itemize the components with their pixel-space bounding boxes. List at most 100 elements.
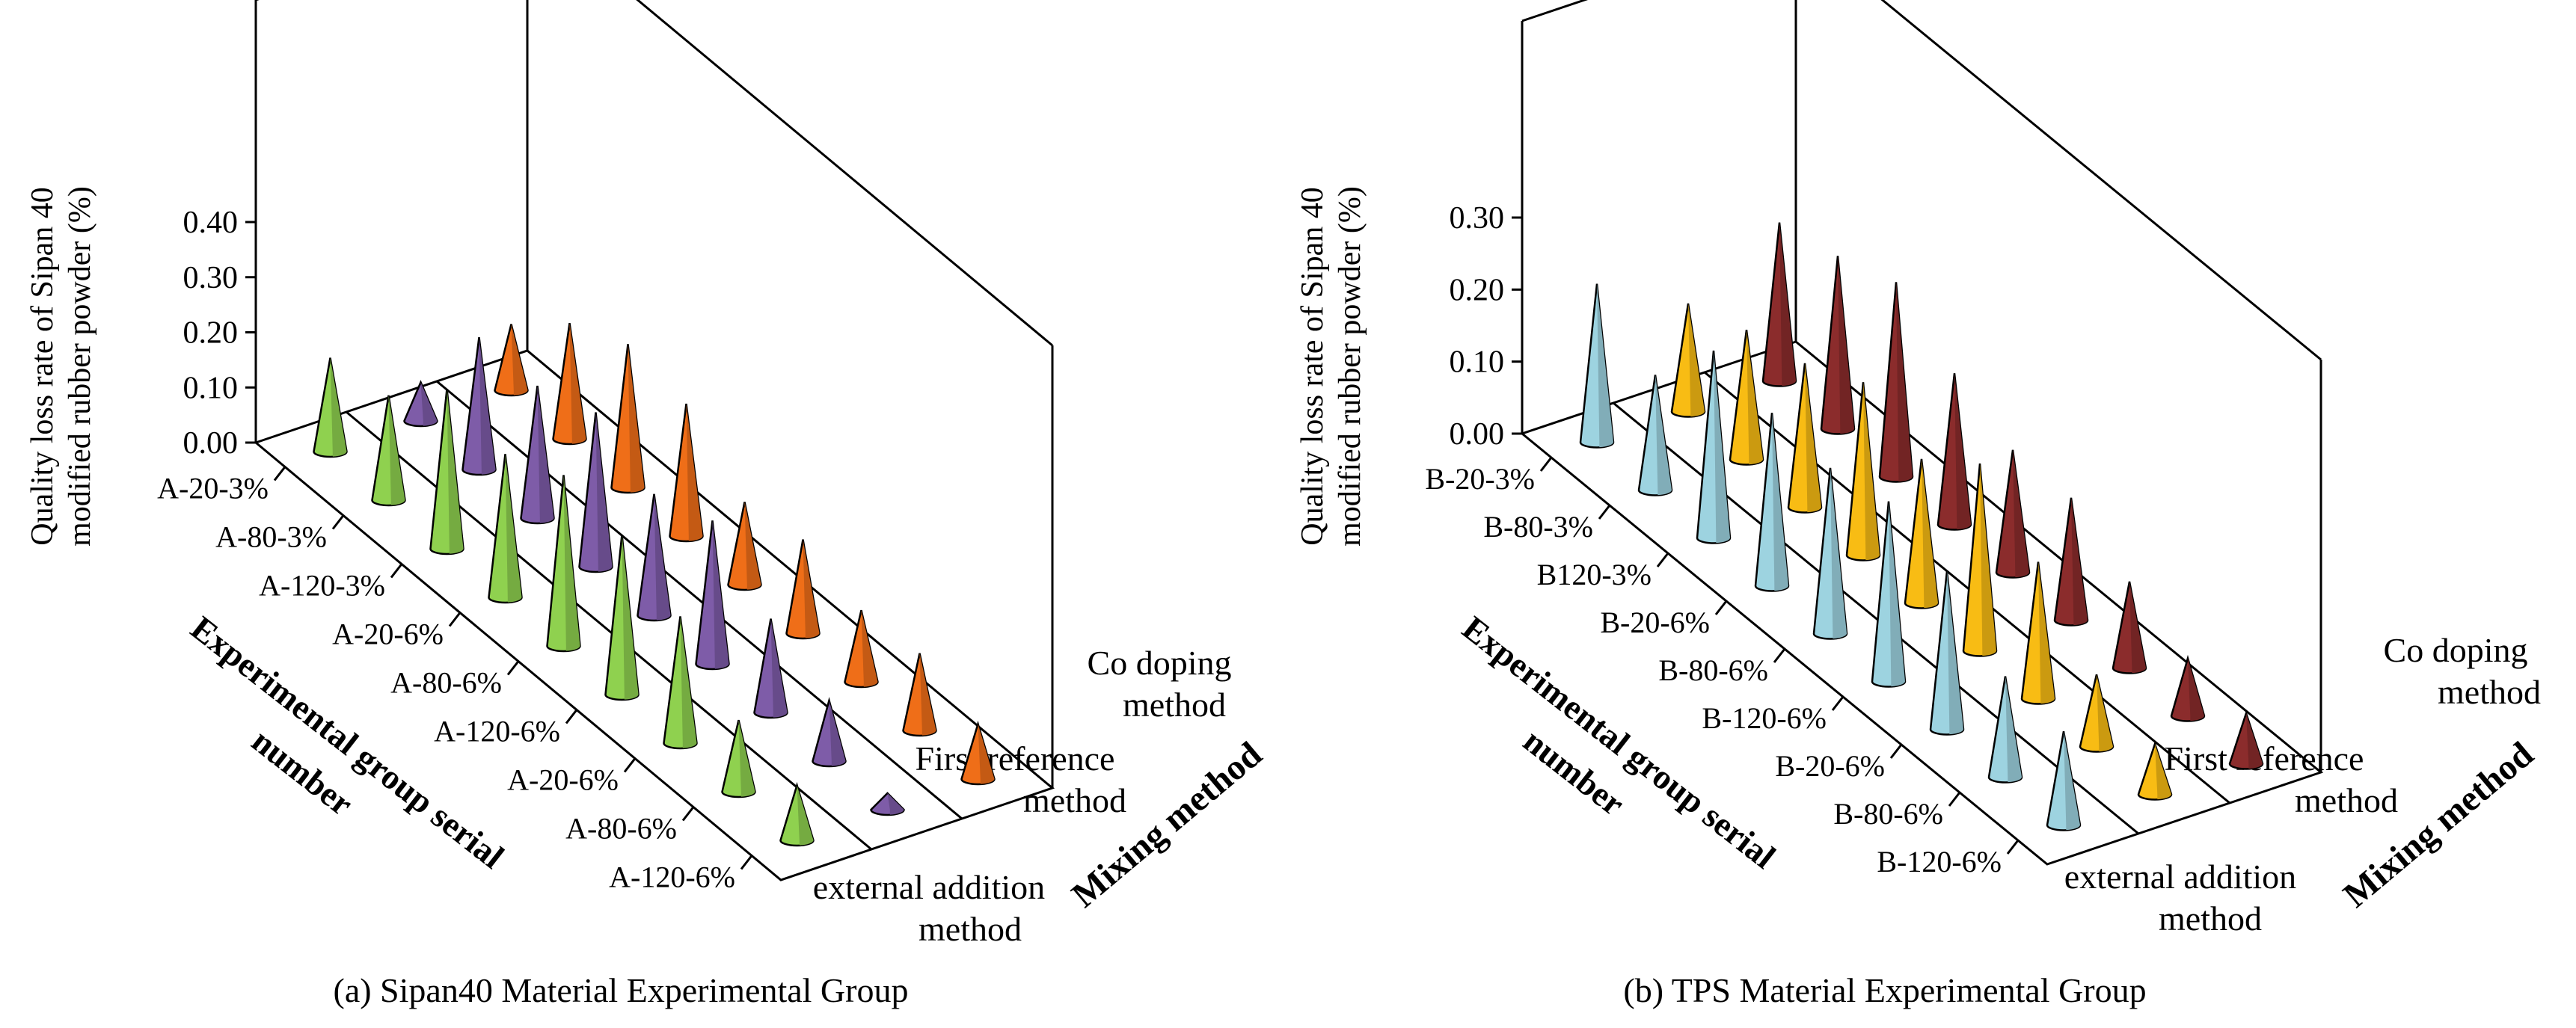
x-tick [273,466,286,481]
cone-mark [721,719,756,798]
series-label-line2: method [2295,781,2398,819]
cone-shade [887,792,904,815]
cone-shade [744,502,761,590]
cone-shade [1896,282,1913,482]
cone-mark [960,720,996,786]
category-label: A-80-3% [215,520,327,554]
category-label: A-120-6% [609,861,735,894]
cone-mark [429,388,464,555]
cone-shade [2129,581,2146,674]
series-label-line1: external addition [813,868,1045,906]
x-tick [1714,600,1728,615]
series-label-line2: method [1123,686,1226,724]
floor-row-divider [436,380,963,820]
cone-mark [1754,413,1790,592]
cone-mark [604,534,640,701]
cone-shade [861,610,878,687]
category-label: B-120-6% [1702,701,1827,735]
cone-shade [563,475,580,651]
z-tick-label: 0.20 [183,316,239,351]
cone-mark [1929,570,1965,736]
box-top-back-edges [256,0,1053,347]
cone-shade [2071,497,2088,626]
cone-shade [738,720,755,797]
cone-shade [712,520,729,669]
floor-row-divider [1704,371,2230,804]
cone-shade [2038,561,2055,704]
series-label-line2: method [1023,781,1126,819]
cone-shade [1889,501,1905,687]
cone-shade [978,724,995,784]
cone-shade [1830,467,1847,639]
cone-shade [1805,363,1821,513]
cone-shade [2013,449,2029,578]
box-top-back-edges [1521,0,2322,361]
x-tick [2006,840,2020,855]
cone-shade [1947,570,1963,735]
cone-shade [1747,330,1763,465]
x-tick [740,855,753,870]
category-label: A-80-6% [565,812,677,846]
cone-mark [1962,463,1998,657]
cone-shade [1980,464,1996,656]
cone-mark [2137,741,2173,801]
x-tick [390,563,403,579]
cone-mark [669,403,704,543]
cone-shade [537,386,554,523]
cone-shade [1779,222,1796,387]
cone-shade [569,323,586,444]
category-label: B-20-3% [1425,462,1535,496]
cone-shade [1954,373,1971,530]
cone-shade [803,539,820,638]
cone-mark [488,454,523,604]
cone-shade [447,389,464,554]
cone-mark [1995,449,2031,579]
category-label: B-20-6% [1775,749,1885,783]
cone-shade [1688,304,1705,417]
cone-shade [2064,731,2080,831]
y-axis-title-line1: Quality loss rate of Sipan 40 [25,187,60,545]
cone-mark [695,520,730,671]
cone-mark [1871,501,1907,688]
cone-mark [2020,561,2056,705]
cone-mark [2053,497,2089,627]
cone-mark [2079,674,2115,753]
cone-mark [578,412,613,573]
category-label: B-80-6% [1833,797,1943,831]
category-label: A-120-3% [259,569,385,603]
series-label-line1: First reference [916,739,1115,778]
series-label-line2: method [919,910,1022,948]
y-axis-title-line1: Quality loss rate of Sipan 40 [1295,187,1330,545]
cone-mark [1812,467,1848,640]
x-tick [448,612,461,627]
cone-mark [1670,303,1706,418]
category-label: A-20-6% [507,763,619,797]
cone-mark [812,697,847,768]
z-tick-label: 0.00 [1450,417,1505,452]
cone-shade [2155,744,2171,800]
x-tick [681,806,695,822]
cone-mark [1904,458,1939,609]
x-tick [1889,744,1903,759]
cone-mark [2046,731,2082,831]
x-tick [1598,505,1611,520]
floor-row-divider [1613,401,2139,835]
x-tick [1948,792,1961,807]
cone-shade [2097,674,2113,752]
cone-mark [844,609,879,689]
z-tick-label: 0.30 [1450,201,1505,236]
cone-shade [1597,283,1613,448]
cone-mark [1579,283,1615,449]
cone-mark [610,344,645,494]
cone-shade [1838,256,1854,434]
x-tick [506,660,520,676]
cone-mark [461,336,497,476]
cone-shade [919,653,936,736]
x-tick [565,709,578,724]
figure-caption: (a) Sipan40 Material Experimental Group [334,971,909,1009]
series-label-line1: Co doping [1088,644,1232,682]
cone-shade [330,357,347,457]
category-label: B-120-6% [1877,845,2002,878]
cone-mark [1637,375,1673,496]
cone-mark [1878,282,1914,483]
